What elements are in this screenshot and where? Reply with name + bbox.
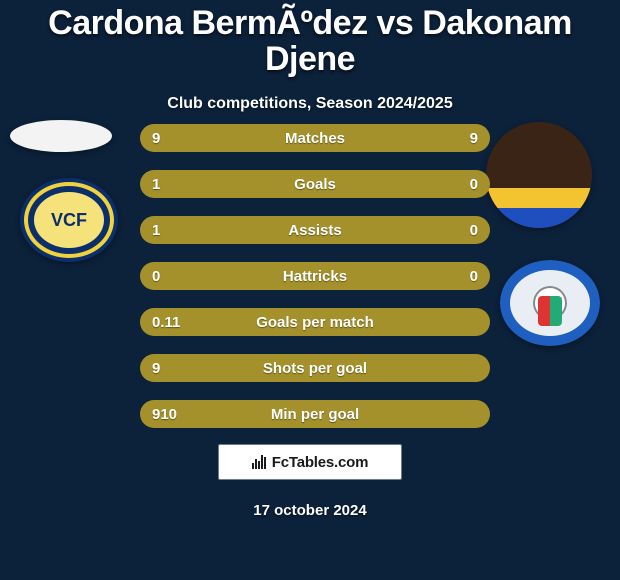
- stat-row: 1 Goals 0: [140, 170, 490, 198]
- stat-right-value: 9: [426, 130, 490, 147]
- club-crest-left: VCF: [20, 178, 118, 262]
- stat-left-value: 0.11: [140, 314, 204, 331]
- stat-left-value: 9: [140, 130, 204, 147]
- stat-row: 9 Matches 9: [140, 124, 490, 152]
- stat-row: 9 Shots per goal: [140, 354, 490, 382]
- stat-right-value: 0: [426, 176, 490, 193]
- stat-left-value: 0: [140, 268, 204, 285]
- fctables-attribution[interactable]: FcTables.com: [218, 444, 402, 480]
- subtitle: Club competitions, Season 2024/2025: [0, 95, 620, 113]
- stat-label: Hattricks: [204, 268, 426, 285]
- stat-right-value: 0: [426, 268, 490, 285]
- club-crest-right: [500, 260, 600, 346]
- date: 17 october 2024: [0, 502, 620, 519]
- stat-label: Matches: [204, 130, 426, 147]
- crest-right-shield-icon: [538, 296, 562, 326]
- stat-row: 0 Hattricks 0: [140, 262, 490, 290]
- bar-chart-icon: [252, 455, 266, 469]
- player-right-avatar: [486, 122, 592, 228]
- stat-row: 910 Min per goal: [140, 400, 490, 428]
- stat-label: Goals: [204, 176, 426, 193]
- stat-label: Assists: [204, 222, 426, 239]
- player-right-jersey: [486, 188, 592, 228]
- page-title: Cardona BermÃºdez vs Dakonam Djene: [0, 6, 620, 77]
- player-left-avatar: [10, 120, 112, 152]
- fctables-label: FcTables.com: [272, 454, 369, 471]
- stat-left-value: 1: [140, 176, 204, 193]
- comparison-card: Cardona BermÃºdez vs Dakonam Djene Club …: [0, 0, 620, 580]
- stat-row: 0.11 Goals per match: [140, 308, 490, 336]
- stat-label: Goals per match: [204, 314, 426, 331]
- stat-label: Shots per goal: [204, 360, 426, 377]
- stats-list: 9 Matches 9 1 Goals 0 1 Assists 0 0 Hatt…: [140, 124, 490, 446]
- stat-row: 1 Assists 0: [140, 216, 490, 244]
- stat-right-value: 0: [426, 222, 490, 239]
- crest-left-text: VCF: [51, 210, 87, 231]
- stat-left-value: 9: [140, 360, 204, 377]
- crest-right-inner: [510, 270, 590, 336]
- stat-left-value: 1: [140, 222, 204, 239]
- stat-label: Min per goal: [204, 406, 426, 423]
- stat-left-value: 910: [140, 406, 204, 423]
